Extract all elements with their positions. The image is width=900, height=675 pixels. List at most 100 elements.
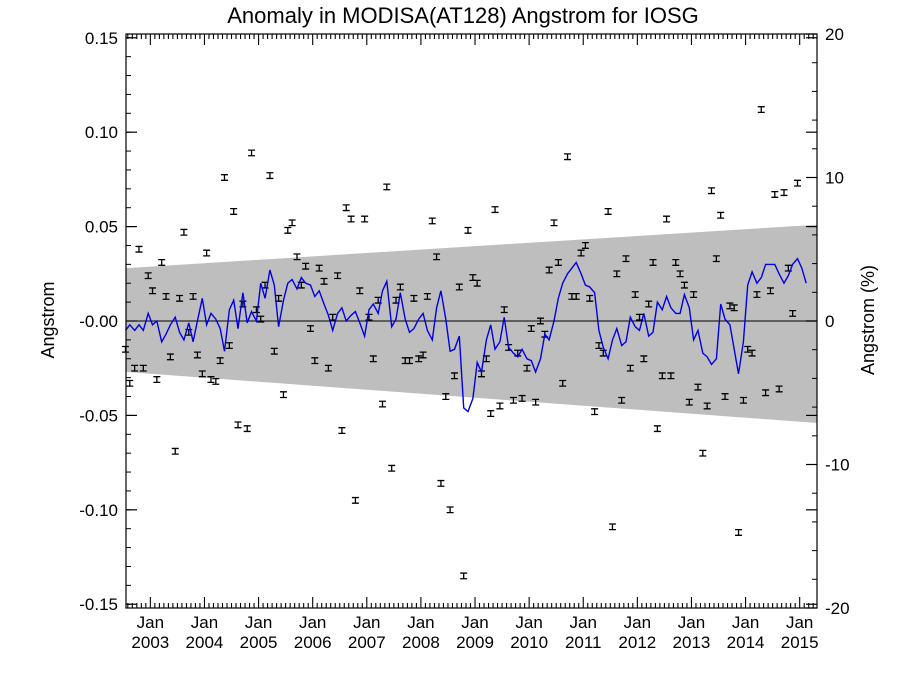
data-point-errorbar	[694, 383, 702, 391]
smoothed-series-line	[124, 257, 807, 413]
data-point-errorbar	[144, 272, 152, 280]
data-point-errorbar	[423, 292, 431, 300]
data-point-errorbar	[433, 253, 441, 261]
data-point-errorbar	[523, 364, 531, 372]
data-point-errorbar	[342, 204, 350, 212]
data-point-errorbar	[595, 342, 603, 350]
data-point-errorbar	[180, 228, 188, 236]
x-tick-month-label: Jan	[353, 613, 380, 632]
data-point-errorbar	[279, 391, 287, 399]
data-point-errorbar	[388, 464, 396, 472]
data-point-errorbar	[604, 208, 612, 215]
uncertainty-envelope-layer	[126, 224, 817, 423]
data-point-errorbar	[193, 351, 201, 359]
y-tick-label: -0.10	[79, 501, 118, 520]
x-tick-year-label: 2006	[294, 633, 332, 652]
data-point-errorbar	[645, 300, 653, 308]
y-tick-label: -0.05	[79, 406, 118, 425]
data-point-errorbar	[500, 306, 508, 314]
data-point-errorbar	[748, 349, 756, 357]
smoothed-series-layer	[124, 257, 807, 413]
data-point-errorbar	[532, 398, 540, 406]
data-point-errorbar	[717, 211, 725, 219]
y-tick-label: -0.00	[79, 312, 118, 331]
data-point-errorbar	[166, 353, 174, 361]
chart-title: Anomaly in MODISA(AT128) Angstrom for IO…	[227, 3, 699, 28]
y2-axis-title: Angstrom (%)	[858, 265, 878, 375]
data-point-errorbar	[284, 226, 292, 234]
data-point-errorbar	[135, 245, 143, 253]
y2-tick-label: 20	[825, 25, 844, 44]
x-tick-year-label: 2013	[673, 633, 711, 652]
x-tick-month-label: Jan	[191, 613, 218, 632]
x-tick-year-label: 2005	[240, 633, 278, 652]
data-point-errorbar	[446, 506, 454, 514]
data-point-errorbar	[757, 106, 765, 114]
data-point-errorbar	[442, 393, 450, 401]
data-point-errorbar	[464, 226, 472, 234]
x-tick-year-label: 2007	[348, 633, 386, 652]
y-tick-label: 0.05	[85, 218, 118, 237]
data-point-errorbar	[139, 364, 147, 372]
data-point-errorbar	[338, 427, 346, 434]
data-point-errorbar	[676, 270, 684, 278]
data-point-errorbar	[315, 264, 323, 272]
data-point-errorbar	[721, 393, 729, 401]
data-point-errorbar	[302, 262, 310, 270]
data-point-errorbar	[649, 258, 657, 266]
data-point-errorbar	[270, 347, 278, 355]
data-point-errorbar	[771, 191, 779, 198]
data-point-errorbar	[667, 372, 675, 380]
y2-tick-label: 10	[825, 169, 844, 188]
data-point-errorbar	[685, 398, 693, 406]
data-point-errorbar	[307, 325, 315, 333]
data-point-errorbar	[248, 149, 256, 157]
data-point-errorbar	[577, 249, 585, 257]
x-tick-month-label: Jan	[461, 613, 488, 632]
axes-layer: 0.150.100.05-0.00-0.05-0.10-0.1520100-10…	[79, 25, 849, 652]
y2-tick-label: -20	[825, 599, 850, 618]
data-point-errorbar	[753, 291, 761, 299]
data-point-errorbar	[266, 172, 274, 180]
data-point-errorbar	[189, 292, 197, 300]
y-tick-label: -0.15	[79, 595, 118, 614]
data-point-errorbar	[487, 410, 495, 418]
data-point-errorbar	[680, 281, 688, 289]
x-tick-year-label: 2012	[618, 633, 656, 652]
uncertainty-envelope	[126, 224, 817, 423]
data-point-errorbar	[618, 396, 626, 404]
data-point-errorbar	[220, 174, 228, 181]
data-point-errorbar	[293, 253, 301, 261]
y2-tick-label: 0	[825, 312, 834, 331]
x-tick-year-label: 2014	[727, 633, 765, 652]
x-tick-month-label: Jan	[678, 613, 705, 632]
data-point-errorbar	[149, 287, 157, 295]
data-point-errorbar	[158, 258, 166, 266]
y-tick-label: 0.15	[85, 29, 118, 48]
data-point-errorbar	[203, 249, 211, 257]
data-point-errorbar	[699, 449, 707, 457]
data-point-errorbar	[437, 479, 445, 487]
data-point-errorbar	[626, 364, 634, 372]
data-point-errorbar	[726, 302, 734, 310]
data-point-errorbar	[509, 396, 517, 404]
x-tick-year-label: 2004	[186, 633, 224, 652]
data-point-errorbar	[324, 364, 332, 372]
data-point-errorbar	[334, 272, 342, 280]
data-point-errorbar	[730, 304, 738, 312]
data-point-errorbar	[599, 349, 607, 357]
data-point-errorbar	[572, 292, 580, 300]
data-point-errorbar	[794, 179, 802, 187]
data-point-errorbar	[243, 425, 251, 433]
data-point-errorbar	[361, 215, 369, 223]
data-point-errorbar	[608, 523, 616, 531]
data-point-errorbar	[690, 291, 698, 299]
data-point-errorbar	[207, 376, 215, 384]
data-point-errorbar	[545, 266, 553, 274]
data-point-errorbar	[789, 309, 797, 317]
data-point-errorbar	[460, 572, 468, 580]
x-tick-month-label: Jan	[407, 613, 434, 632]
y-axis-title: Angstrom	[38, 281, 58, 358]
x-tick-month-label: Jan	[137, 613, 164, 632]
